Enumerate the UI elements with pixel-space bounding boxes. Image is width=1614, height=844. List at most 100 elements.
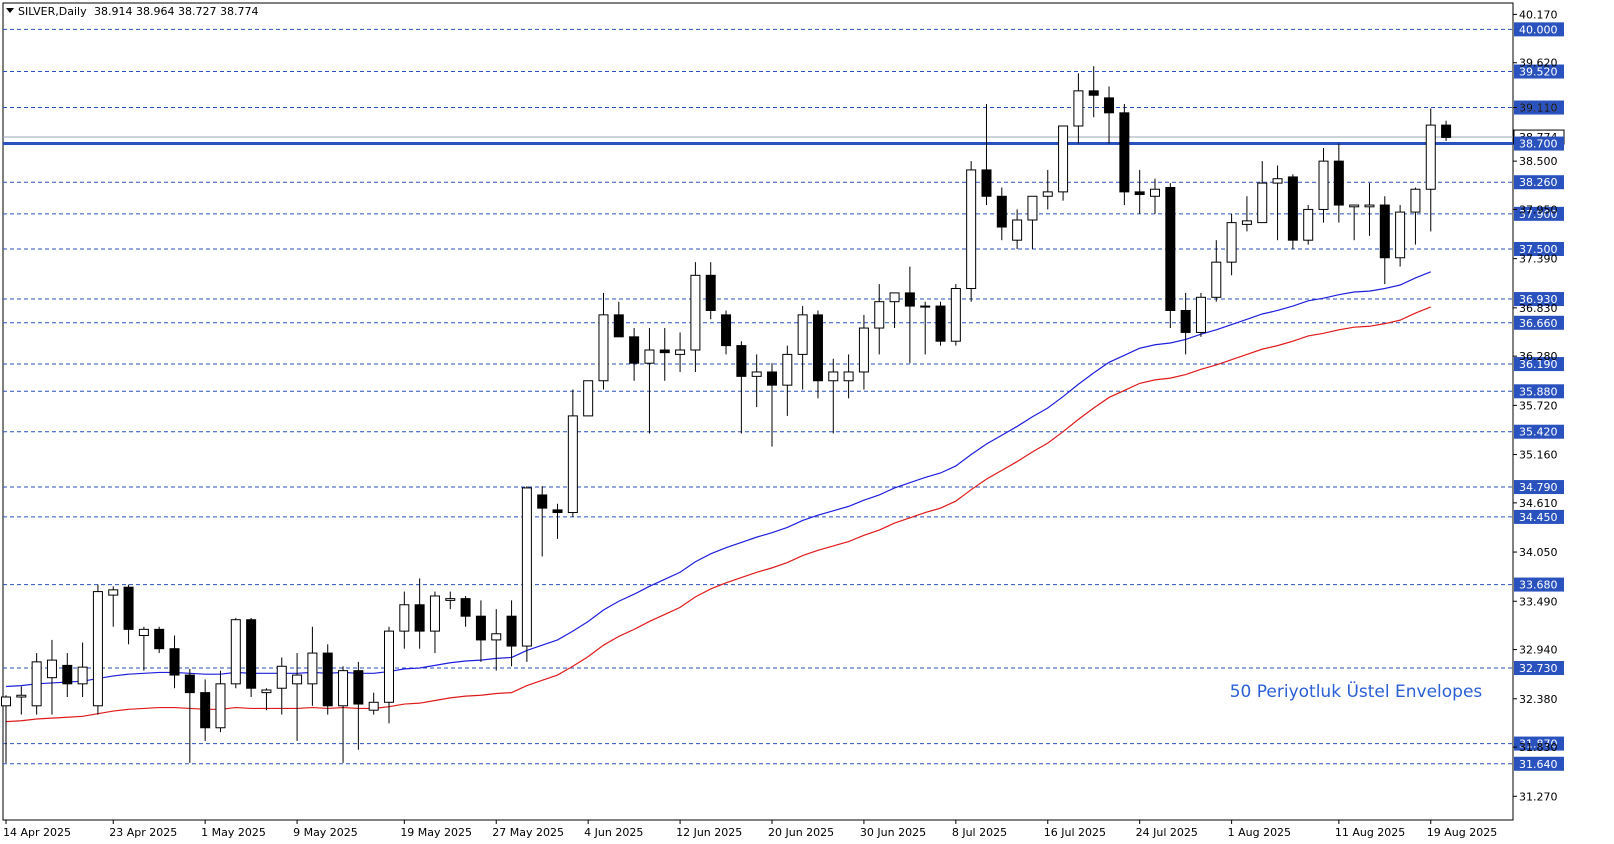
x-tick-label: 19 Aug 2025: [1427, 826, 1497, 839]
candle: [981, 104, 992, 206]
candle: [429, 591, 440, 654]
candle: [1318, 147, 1329, 223]
candle: [491, 609, 502, 671]
candle-body: [1042, 191, 1053, 197]
candle-body: [1364, 204, 1375, 208]
candle: [613, 301, 624, 338]
level-label: 39.110: [1519, 102, 1558, 115]
level-label-badge: [1514, 661, 1564, 676]
level-label: 40.000: [1519, 23, 1558, 36]
candle-body: [1027, 195, 1038, 221]
candle-body: [613, 314, 624, 338]
x-tick-label: 23 Apr 2025: [109, 826, 177, 839]
candle: [123, 584, 134, 645]
candle-body: [46, 659, 57, 679]
candle: [138, 626, 149, 671]
candle: [445, 591, 456, 610]
level-label: 32.730: [1519, 662, 1558, 675]
candle-body: [889, 292, 900, 303]
candle-body: [1379, 204, 1390, 259]
candle-body: [935, 305, 946, 342]
candle: [1180, 292, 1191, 355]
candles: [1, 66, 1452, 763]
candle-body: [1165, 186, 1176, 311]
candle: [858, 314, 869, 390]
level-label-badge: [1514, 206, 1564, 221]
y-tick-label: 37.390: [1519, 253, 1558, 266]
candle-body: [904, 292, 915, 307]
y-tick-label: 36.830: [1519, 302, 1558, 315]
ema-lower-envelope: [5, 306, 1431, 723]
candle: [1165, 183, 1176, 329]
level-label-badge: [1514, 736, 1564, 751]
level-label-badge: [1514, 292, 1564, 307]
candle: [1364, 183, 1375, 236]
y-tick-label: 40.170: [1519, 8, 1558, 21]
candle-body: [429, 595, 440, 632]
candle: [414, 578, 425, 649]
candle: [996, 187, 1007, 241]
x-tick-label: 9 May 2025: [293, 826, 358, 839]
level-label: 36.190: [1519, 358, 1558, 371]
indicator-annotation: 50 Periyotluk Üstel Envelopes: [1230, 680, 1483, 702]
candle: [1134, 169, 1145, 214]
candle: [1042, 169, 1053, 210]
y-tick-label: 31.830: [1519, 741, 1558, 754]
candle: [1349, 204, 1360, 241]
candle-body: [812, 314, 823, 382]
candle: [767, 363, 777, 447]
candle: [246, 617, 257, 698]
candle-body: [138, 628, 149, 637]
candle-body: [843, 371, 854, 382]
level-label-badge: [1514, 756, 1564, 771]
candle-body: [261, 689, 272, 694]
level-label-badge: [1514, 480, 1564, 495]
candle-body: [1104, 97, 1115, 114]
candle-body: [874, 301, 885, 329]
candle: [1395, 205, 1406, 267]
candle: [1226, 213, 1237, 276]
level-label-badge: [1514, 22, 1564, 37]
level-label-badge: [1514, 424, 1564, 439]
candle: [537, 486, 548, 557]
candle: [950, 284, 961, 346]
candle: [276, 657, 287, 715]
x-tick-label: 11 Aug 2025: [1335, 826, 1405, 839]
triangle-down-icon[interactable]: [6, 8, 14, 13]
candle-body: [751, 371, 762, 377]
candle-body: [1333, 160, 1344, 206]
candle: [16, 686, 27, 715]
level-label: 36.930: [1519, 293, 1558, 306]
candle: [1287, 174, 1298, 249]
candle-body: [782, 353, 793, 386]
y-tick-label: 38.500: [1519, 155, 1558, 168]
candle-body: [1, 696, 11, 707]
candle-body: [1410, 188, 1421, 213]
candle-body: [981, 169, 992, 197]
y-tick-label: 32.380: [1519, 693, 1558, 706]
candle: [1333, 143, 1344, 223]
candle-body: [322, 652, 333, 707]
level-label: 34.790: [1519, 481, 1558, 494]
y-tick-label: 31.270: [1519, 790, 1558, 803]
candle: [506, 600, 517, 667]
candle: [629, 328, 640, 381]
level-label-badge: [1514, 241, 1564, 256]
candle: [338, 666, 349, 763]
candle-body: [215, 683, 226, 729]
candle: [261, 688, 272, 711]
candle: [690, 262, 701, 372]
candle-body: [675, 349, 686, 355]
candle: [1425, 108, 1436, 232]
candle: [215, 670, 226, 733]
candle: [368, 692, 379, 715]
y-tick-label: 39.620: [1519, 57, 1558, 70]
candle-body: [598, 314, 609, 382]
candle-body: [1180, 309, 1191, 333]
x-tick-label: 27 May 2025: [492, 826, 564, 839]
x-tick-label: 20 Jun 2025: [768, 826, 834, 839]
key-level-badge: [1514, 136, 1564, 151]
candle-body: [1073, 90, 1084, 127]
ohlc-values: 38.914 38.964 38.727 38.774: [94, 5, 258, 18]
